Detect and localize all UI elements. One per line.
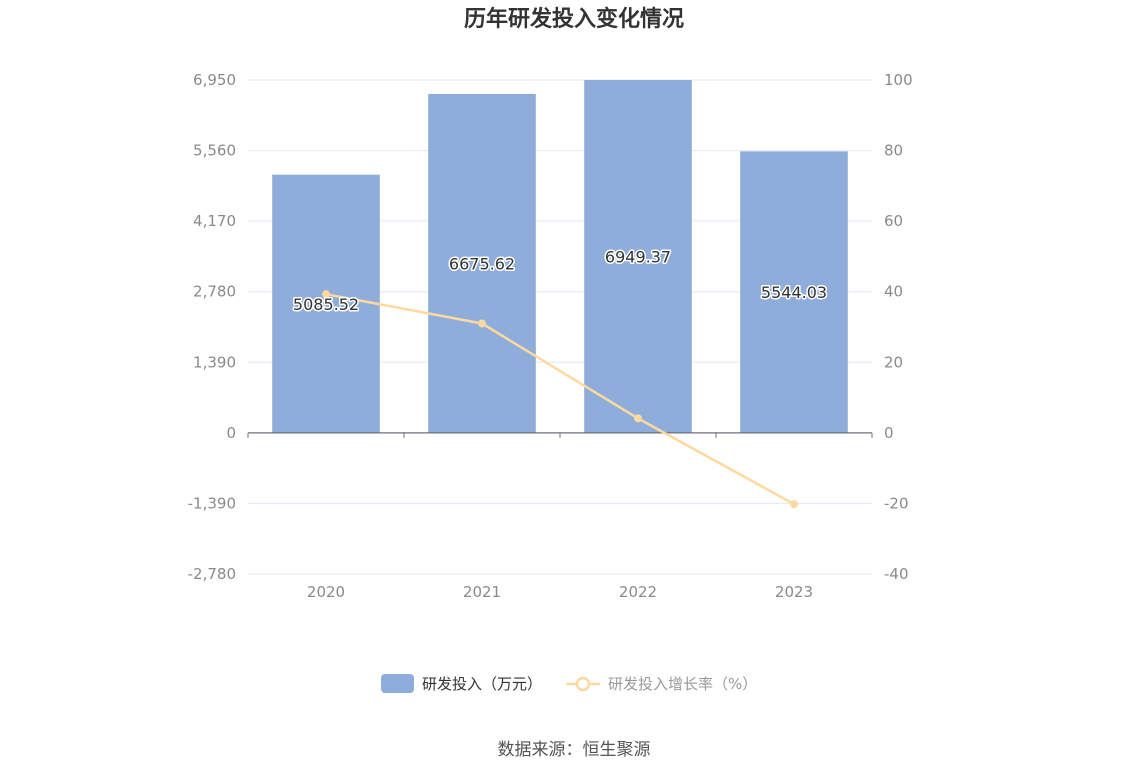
y-left-tick-label: -2,780 [188, 565, 236, 583]
legend-line-marker[interactable] [575, 676, 591, 692]
y-left-tick-label: 1,390 [193, 353, 236, 371]
growth-point-2020[interactable] [322, 290, 330, 299]
y-left-tick-label: 2,780 [193, 283, 236, 301]
bar-data-label: 6949.37 [605, 247, 671, 266]
axes: 6,950 5,560 4,170 2,780 1,390 0 -1,390 -2,780 10… [188, 71, 913, 601]
growth-line [325, 292, 795, 506]
data-labels: 5085.52 6675.62 6949.37 5544.03 [291, 246, 828, 315]
legend[interactable]: 研发投入（万元） 研发投入增长率（%） [381, 674, 757, 693]
x-tick-label: 2022 [619, 583, 657, 601]
y-right-tick-label: 100 [884, 71, 913, 89]
x-tick-label: 2023 [775, 583, 813, 601]
y-left-tick-label: 5,560 [193, 142, 236, 160]
y-right-tick-label: -40 [884, 565, 909, 583]
y-left-tick-label: -1,390 [188, 494, 236, 512]
growth-point-2021[interactable] [478, 319, 486, 328]
bar-2020[interactable] [272, 174, 380, 433]
y-right-tick-label: 20 [884, 353, 903, 371]
bar-data-label: 5085.52 [293, 295, 359, 314]
y-left-tick-label: 6,950 [193, 71, 236, 89]
legend-bar-label[interactable]: 研发投入（万元） [422, 675, 542, 693]
y-right-tick-label: 80 [884, 142, 903, 160]
x-tick-label: 2021 [463, 583, 501, 601]
y-right-tick-label: 40 [884, 283, 903, 301]
bar-data-label: 5544.03 [761, 283, 827, 302]
bar-2023[interactable] [740, 151, 848, 433]
growth-point-2023[interactable] [790, 500, 798, 509]
y-left-tick-label: 4,170 [193, 212, 236, 230]
y-right-tick-label: 60 [884, 212, 903, 230]
growth-point-2022[interactable] [634, 414, 642, 423]
bar-data-label: 6675.62 [449, 254, 515, 273]
bar-series [272, 80, 848, 433]
source-note: 数据来源：恒生聚源 [498, 740, 651, 760]
legend-bar-swatch[interactable] [381, 674, 414, 693]
y-right-tick-label: -20 [884, 494, 909, 512]
bar-2022[interactable] [584, 80, 692, 433]
bar-2021[interactable] [428, 93, 536, 433]
x-tick-label: 2020 [307, 583, 345, 601]
growth-line-series [322, 290, 798, 509]
y-right-tick-label: 0 [884, 424, 894, 442]
y-left-tick-label: 0 [226, 424, 236, 442]
chart-title: 历年研发投入变化情况 [464, 6, 684, 32]
legend-line-label[interactable]: 研发投入增长率（%） [608, 675, 757, 693]
